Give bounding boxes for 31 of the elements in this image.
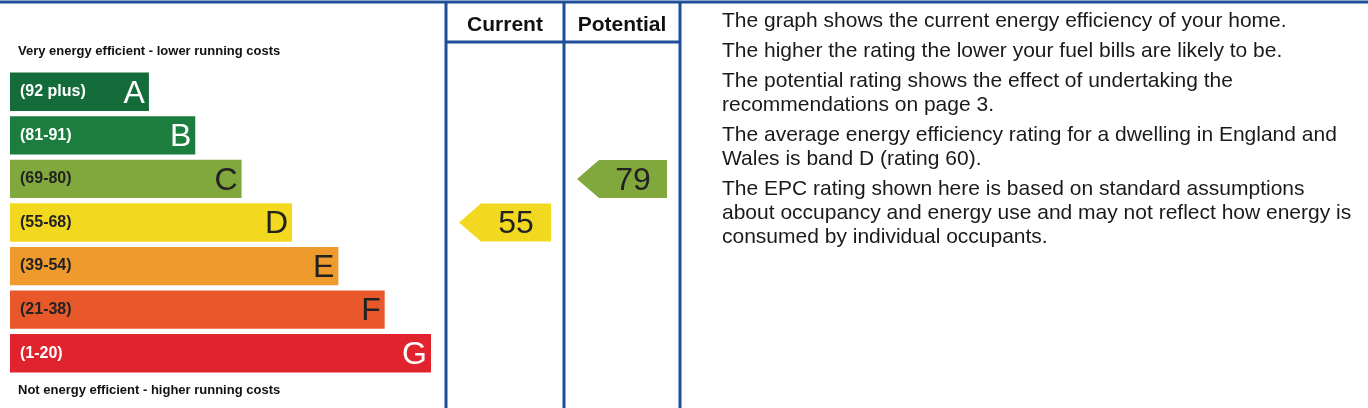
bar bbox=[10, 290, 385, 329]
y-tick-label: (1-20) bbox=[20, 343, 63, 361]
text: 79 bbox=[615, 160, 651, 197]
annotation: Not energy efficient - higher running costs bbox=[18, 381, 281, 397]
text: Current bbox=[467, 11, 543, 35]
text: The higher the rating the lower your fuel bills are likely to be. bbox=[722, 38, 1284, 62]
text: 55 bbox=[498, 204, 534, 241]
y-tick-label: (21-38) bbox=[20, 300, 72, 318]
text: The EPC rating shown here is based on standard assumptions about occupancy and energy use and may not reflect how energy is consumed by individual occupants. bbox=[722, 176, 1353, 248]
y-tick-label: (69-80) bbox=[20, 169, 72, 187]
y-tick-label: (92 plus) bbox=[20, 82, 86, 100]
bar bbox=[10, 116, 196, 155]
annotation: C bbox=[214, 160, 238, 197]
y-tick-label: (39-54) bbox=[20, 256, 72, 274]
y-tick-label: (55-68) bbox=[20, 212, 72, 230]
bar bbox=[10, 203, 293, 242]
text: The graph shows the current energy efficiency of your home. bbox=[722, 8, 1288, 32]
text: Very energy efficient - lower running costs bbox=[18, 42, 281, 58]
annotation: B bbox=[169, 117, 192, 154]
annotation: A bbox=[123, 73, 146, 110]
annotation: E bbox=[313, 247, 335, 284]
annotation: F bbox=[361, 291, 381, 328]
y-tick-label: (81-91) bbox=[20, 125, 72, 143]
text: The average energy efficiency rating for a dwelling in England and Wales is band D (rating 60). bbox=[722, 122, 1338, 170]
bar bbox=[10, 246, 339, 286]
bar bbox=[10, 159, 242, 199]
annotation: G bbox=[402, 335, 427, 372]
annotation: D bbox=[264, 204, 289, 241]
bar bbox=[10, 334, 431, 373]
text: The potential rating shows the effect of undertaking the recommendations on page 3. bbox=[722, 68, 1234, 116]
text: Potential bbox=[577, 11, 667, 35]
